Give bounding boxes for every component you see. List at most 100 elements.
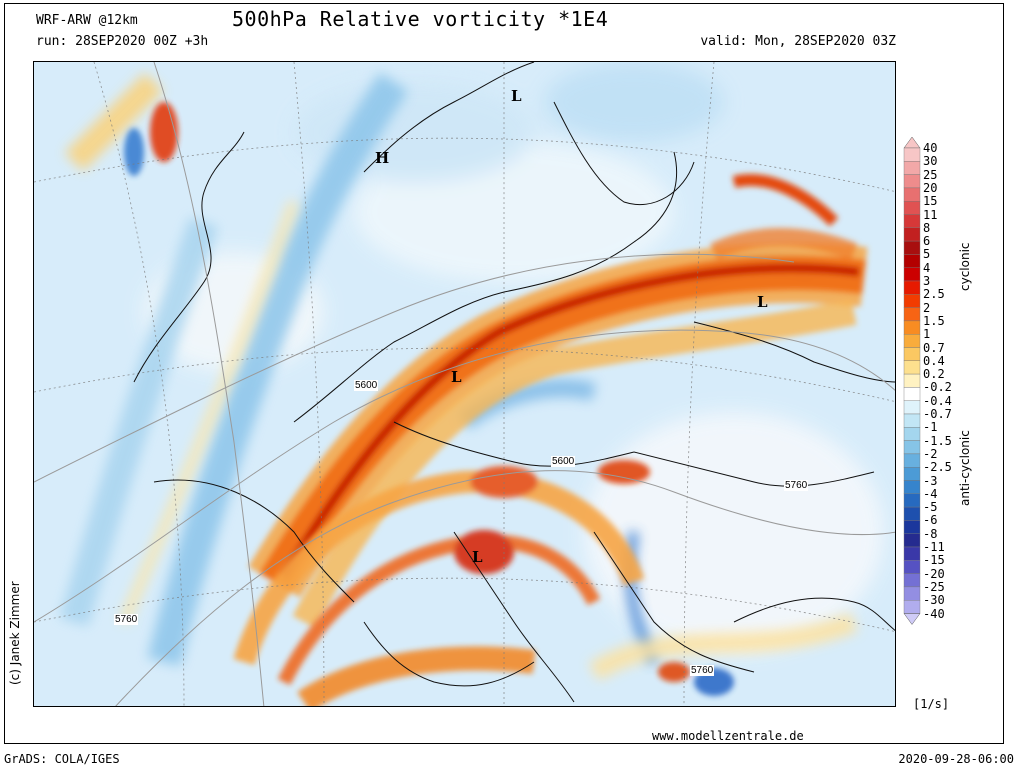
colorbar-swatch <box>903 413 921 428</box>
colorbar-tick-label: 30 <box>923 154 938 169</box>
colorbar-cap-bottom <box>903 613 921 625</box>
colorbar-tick-label: 2 <box>923 300 931 315</box>
pressure-center-label: L <box>511 87 522 105</box>
colorbar-tick-label: 2.5 <box>923 287 945 302</box>
colorbar-swatch <box>903 360 921 375</box>
colorbar-swatch <box>903 240 921 255</box>
model-name: WRF-ARW @12km <box>36 13 138 28</box>
colorbar-swatch <box>903 573 921 588</box>
unit-label: [1/s] <box>913 697 950 711</box>
colorbar-tick-label: 0.2 <box>923 367 945 382</box>
colorbar-tick-label: 8 <box>923 220 931 235</box>
colorbar-swatch <box>903 600 921 614</box>
colorbar-swatch <box>903 520 921 534</box>
colorbar-tick-label: 4 <box>923 260 931 275</box>
colorbar-tick-label: 6 <box>923 234 931 249</box>
colorbar-tick-label: -0.7 <box>923 407 952 421</box>
pressure-center-label: L <box>472 548 483 566</box>
colorbar-swatch <box>903 294 921 308</box>
colorbar-swatch <box>903 320 921 335</box>
colorbar-tick-label: 20 <box>923 180 938 195</box>
pressure-center-label: L <box>757 293 768 311</box>
colorbar-tick-label: -25 <box>923 579 945 594</box>
figure-frame <box>4 3 1004 744</box>
colorbar-tick-label: -15 <box>923 553 945 568</box>
colorbar-swatch <box>903 147 921 162</box>
isoline-label: 5760 <box>114 614 139 625</box>
colorbar-swatch <box>903 560 921 574</box>
colorbar-swatch <box>903 227 921 242</box>
colorbar-swatch <box>903 347 921 362</box>
colorbar-tick-label: -1.5 <box>923 433 952 448</box>
colorbar-tick-label: -5 <box>923 500 938 515</box>
isoline-label: 5600 <box>354 380 379 391</box>
colorbar-tick-label: -1 <box>923 420 938 435</box>
colorbar-tick-label: 0.7 <box>923 340 945 355</box>
page-title: 500hPa Relative vorticity *1E4 <box>232 7 609 31</box>
colorbar-swatch <box>903 387 921 401</box>
colorbar-swatch <box>903 254 921 268</box>
coastlines <box>133 62 895 703</box>
colorbar-swatch <box>903 480 921 495</box>
colorbar-swatch <box>903 400 921 415</box>
software-credit: GrADS: COLA/IGES <box>4 752 120 766</box>
colorbar-swatch <box>903 440 921 455</box>
graticule <box>34 62 895 706</box>
colorbar-swatch <box>903 161 921 175</box>
colorbar-swatch <box>903 453 921 468</box>
colorbar-swatch <box>903 427 921 441</box>
colorbar-tick-label: -2.5 <box>923 460 952 475</box>
run-info: run: 28SEP2020 00Z +3h <box>36 34 209 49</box>
colorbar-tick-label: -0.4 <box>923 393 952 408</box>
colorbar-tick-label: 25 <box>923 167 938 182</box>
colorbar-swatch <box>903 307 921 322</box>
colorbar-swatch <box>903 373 921 388</box>
colorbar-tick-label: -8 <box>923 526 938 541</box>
colorbar-tick-label: -0.2 <box>923 380 952 395</box>
colorbar-tick-label: 15 <box>923 194 938 209</box>
pressure-center-label: L <box>451 368 462 386</box>
colorbar-swatch <box>903 280 921 295</box>
anticyclonic-label: anti-cyclonic <box>958 430 972 506</box>
colorbar-swatch <box>903 200 921 215</box>
colorbar-tick-label: -2 <box>923 446 938 461</box>
colorbar-swatch <box>903 267 921 282</box>
colorbar-swatch <box>903 493 921 508</box>
colorbar-cap-top <box>903 136 921 149</box>
colorbar-swatch <box>903 467 921 481</box>
isoline-label: 5760 <box>784 480 809 491</box>
colorbar <box>903 136 921 625</box>
colorbar-tick-label: -3 <box>923 473 938 488</box>
isoline-label: 5760 <box>690 665 715 676</box>
colorbar-tick-label: 40 <box>923 141 938 155</box>
colorbar-swatch <box>903 506 921 521</box>
vorticity-map: L H L L L 5600 5600 5760 5760 5760 <box>33 61 896 707</box>
colorbar-tick-label: -30 <box>923 593 945 608</box>
colorbar-tick-label: -4 <box>923 486 938 501</box>
colorbar-swatch <box>903 533 921 548</box>
geopotential-isolines <box>34 62 895 706</box>
colorbar-tick-label: -40 <box>923 606 945 621</box>
colorbar-tick-label: 0.4 <box>923 353 945 368</box>
valid-time: valid: Mon, 28SEP2020 03Z <box>700 34 896 49</box>
colorbar-tick-label: 1.5 <box>923 313 945 328</box>
cyclonic-label: cyclonic <box>958 242 972 291</box>
colorbar-tick-label: 5 <box>923 247 931 262</box>
isoline-label: 5600 <box>551 456 576 467</box>
colorbar-swatch <box>903 546 921 561</box>
copyright-label: (c) Janek Zimmer <box>8 581 22 685</box>
colorbar-tick-label: -11 <box>923 540 945 554</box>
colorbar-swatch <box>903 187 921 202</box>
colorbar-tick-label: 3 <box>923 274 931 288</box>
colorbar-tick-label: 11 <box>923 207 938 222</box>
timestamp: 2020-09-28-06:00 <box>898 752 1014 766</box>
colorbar-tick-label: -6 <box>923 513 938 528</box>
pressure-center-label: H <box>375 149 390 167</box>
vorticity-field <box>34 62 895 706</box>
colorbar-tick-label: -20 <box>923 566 945 581</box>
colorbar-swatch <box>903 333 921 348</box>
colorbar-swatch <box>903 214 921 229</box>
colorbar-swatch <box>903 586 921 601</box>
colorbar-tick-label: 1 <box>923 327 931 342</box>
colorbar-swatch <box>903 174 921 189</box>
